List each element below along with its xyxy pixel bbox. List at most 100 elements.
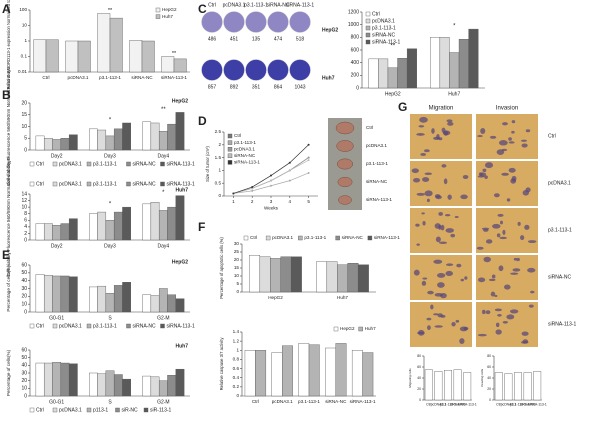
y-tick-label: 14 bbox=[21, 191, 27, 197]
bar bbox=[325, 347, 336, 397]
x-tick-label: HepG2 bbox=[268, 295, 283, 300]
bar bbox=[458, 39, 469, 89]
bar bbox=[430, 37, 441, 89]
legend-swatch bbox=[160, 181, 165, 187]
bar bbox=[129, 40, 143, 73]
y-tick-label: 0 bbox=[24, 147, 27, 153]
bar bbox=[533, 371, 542, 401]
bar bbox=[60, 223, 70, 241]
panel-label: E bbox=[2, 248, 10, 262]
x-tick-label: Day2 bbox=[51, 243, 63, 249]
legend-label: Ctrl bbox=[250, 235, 257, 240]
y-tick-label: 60 bbox=[21, 347, 27, 353]
tumor bbox=[335, 121, 355, 135]
legend-label: pcDNA3.1 bbox=[59, 161, 82, 167]
bar bbox=[362, 352, 374, 397]
cell-stain bbox=[455, 319, 460, 323]
x-tick-label: G0-G1 bbox=[49, 399, 64, 405]
y-tick-label: 0 bbox=[24, 309, 27, 315]
subtitle: Huh7 bbox=[176, 343, 189, 349]
y-axis-label: Percentage of cells(%) bbox=[6, 265, 11, 312]
colony-count: 486 bbox=[208, 36, 217, 42]
cell-stain bbox=[477, 135, 483, 138]
cell-stain bbox=[495, 322, 500, 328]
y-tick-label: 10 bbox=[21, 386, 27, 392]
cell-stain bbox=[481, 227, 490, 230]
point bbox=[288, 161, 291, 164]
legend-swatch bbox=[155, 7, 161, 13]
panel-label: D bbox=[198, 114, 207, 128]
x-tick-label: siRNA-NC bbox=[520, 402, 536, 406]
y-tick-label: 0 bbox=[218, 193, 221, 198]
cell-stain bbox=[508, 167, 516, 173]
y-tick-label: 0 bbox=[24, 393, 27, 399]
bar bbox=[167, 375, 177, 397]
cell-stain bbox=[411, 168, 419, 174]
legend-label: HepG2 bbox=[340, 326, 355, 331]
y-tick-label: 0.2 bbox=[233, 384, 240, 389]
legend-label: siR-NC bbox=[122, 407, 138, 413]
y-tick-label: 0 bbox=[236, 289, 239, 294]
bar bbox=[60, 138, 70, 151]
cell-stain bbox=[464, 276, 468, 280]
y-tick-label: 0 bbox=[419, 398, 421, 402]
panel-label: F bbox=[198, 220, 205, 234]
bar bbox=[150, 295, 160, 313]
legend-swatch bbox=[29, 323, 35, 329]
x-tick-label: siRNA-NC bbox=[325, 399, 347, 404]
legend-swatch bbox=[335, 235, 340, 241]
bar bbox=[97, 13, 111, 73]
legend-swatch bbox=[265, 235, 271, 241]
cell-stain bbox=[413, 269, 420, 276]
x-tick-label: p3.1-113-1 bbox=[298, 399, 320, 404]
cell-stain bbox=[520, 139, 528, 142]
cell-stain bbox=[438, 241, 448, 245]
point bbox=[307, 159, 310, 162]
cell-stain bbox=[508, 141, 515, 144]
bar bbox=[45, 39, 59, 73]
legend-swatch bbox=[358, 326, 363, 332]
x-tick-label: p3.1-113-1 bbox=[440, 402, 456, 406]
y-tick-label: 12 bbox=[21, 198, 27, 204]
colony-count: 518 bbox=[296, 36, 305, 42]
cell-stain bbox=[431, 128, 435, 134]
bar bbox=[113, 211, 123, 241]
bar bbox=[158, 288, 168, 313]
bar bbox=[113, 285, 123, 313]
x-tick-label: pcDNA3.1 bbox=[501, 402, 517, 406]
bar bbox=[122, 282, 132, 313]
colony-count: 857 bbox=[208, 84, 217, 90]
y-tick-label: 0 bbox=[356, 85, 359, 91]
legend-swatch bbox=[333, 326, 339, 332]
x-tick-label: S bbox=[108, 399, 112, 405]
bar bbox=[68, 134, 78, 151]
y-tick-label: 60 bbox=[417, 365, 421, 369]
colony-count: 351 bbox=[252, 84, 261, 90]
legend-label: siRNA-NC bbox=[133, 161, 156, 167]
cell-stain bbox=[499, 220, 503, 225]
x-tick-label: Day3 bbox=[104, 243, 116, 249]
y-tick-label: 60 bbox=[487, 365, 491, 369]
annotation: * bbox=[109, 202, 112, 208]
bar bbox=[158, 210, 168, 241]
cell-stain bbox=[522, 339, 529, 344]
y-tick-label: 15 bbox=[21, 112, 27, 118]
cell-stain bbox=[524, 224, 530, 230]
cell-stain bbox=[510, 272, 519, 275]
column-header: pcDNA3.1 bbox=[223, 2, 246, 8]
legend-label: siRNA-113-1 bbox=[374, 235, 400, 240]
bar bbox=[142, 294, 152, 313]
legend-label: siRNA-113-1 bbox=[167, 181, 195, 187]
bar bbox=[33, 39, 47, 73]
cell-stain bbox=[489, 135, 497, 139]
bar bbox=[68, 363, 78, 397]
bar bbox=[406, 48, 417, 89]
column-header: siRNA-NC bbox=[266, 2, 289, 8]
transwell-photo bbox=[476, 114, 538, 159]
x-tick-label: siRNA-NC bbox=[131, 75, 153, 80]
panel-label: A bbox=[2, 2, 11, 16]
bar bbox=[35, 274, 45, 313]
legend-label: p3.1-113-1 bbox=[93, 161, 117, 167]
bar bbox=[397, 58, 408, 89]
bar bbox=[249, 254, 261, 293]
